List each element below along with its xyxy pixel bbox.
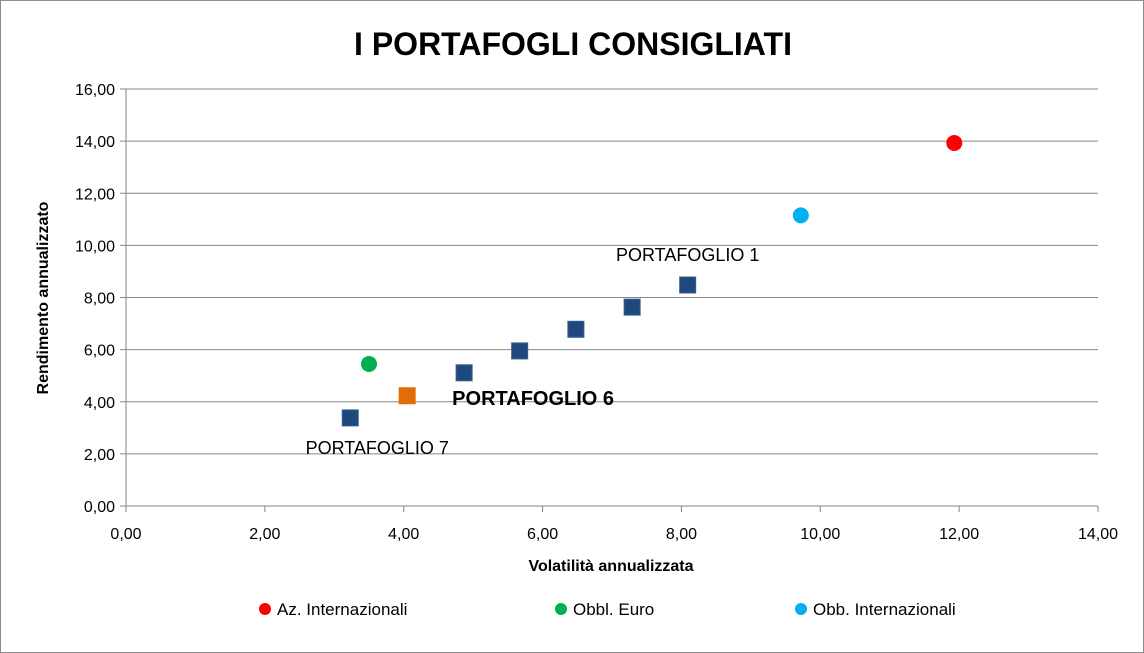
y-tick-label: 2,00 [84, 447, 115, 464]
axes: 0,00 2,00 4,00 6,00 8,00 10,00 12,00 14,00 16,00… [75, 82, 1118, 543]
gridlines [126, 88, 1098, 455]
y-tick-label: 6,00 [84, 343, 115, 360]
legend-label: Az. Internazionali [277, 600, 407, 619]
x-tick-label: 10,00 [800, 526, 840, 543]
chart-title: I PORTAFOGLI CONSIGLIATI [354, 26, 792, 62]
x-tick-label: 12,00 [939, 526, 979, 543]
x-tick-label: 0,00 [110, 526, 141, 543]
data-point-square [398, 387, 416, 405]
legend-label: Obb. Internazionali [813, 600, 956, 619]
data-point-square [341, 409, 359, 427]
data-point-square [455, 364, 473, 382]
portfolio-annotation: PORTAFOGLIO 7 [306, 438, 449, 458]
data-point-square [623, 298, 641, 316]
x-tick-label: 2,00 [249, 526, 280, 543]
portfolio-annotation: PORTAFOGLIO 6 [452, 388, 614, 410]
x-axis-title: Volatilità annualizzata [528, 558, 693, 575]
legend-marker [795, 603, 807, 615]
x-tick-label: 6,00 [527, 526, 558, 543]
y-tick-label: 8,00 [84, 291, 115, 308]
x-tick-label: 4,00 [388, 526, 419, 543]
y-tick-label: 0,00 [84, 499, 115, 516]
y-tick-label: 4,00 [84, 395, 115, 412]
annotations: PORTAFOGLIO 1 PORTAFOGLIO 6 PORTAFOGLIO 7 [306, 245, 760, 458]
data-point-square [511, 342, 529, 360]
y-axis-title: Rendimento annualizzato [35, 201, 52, 394]
x-tick-label: 14,00 [1078, 526, 1118, 543]
portfolio-annotation: PORTAFOGLIO 1 [616, 245, 759, 265]
y-tick-label: 16,00 [75, 82, 115, 99]
data-point-circle [792, 207, 809, 224]
data-point-circle [946, 134, 963, 151]
legend-marker [259, 603, 271, 615]
x-tick-label: 8,00 [666, 526, 697, 543]
y-tick-label: 14,00 [75, 134, 115, 151]
data-point-square [567, 320, 585, 338]
y-tick-label: 10,00 [75, 238, 115, 255]
data-points [341, 134, 963, 427]
y-tick-label: 12,00 [75, 186, 115, 203]
legend-label: Obbl. Euro [573, 600, 654, 619]
legend: Az. Internazionali Obbl. Euro Obb. Interna… [259, 600, 956, 619]
data-point-circle [361, 355, 377, 372]
data-point-square [679, 276, 697, 294]
legend-marker [555, 603, 567, 615]
